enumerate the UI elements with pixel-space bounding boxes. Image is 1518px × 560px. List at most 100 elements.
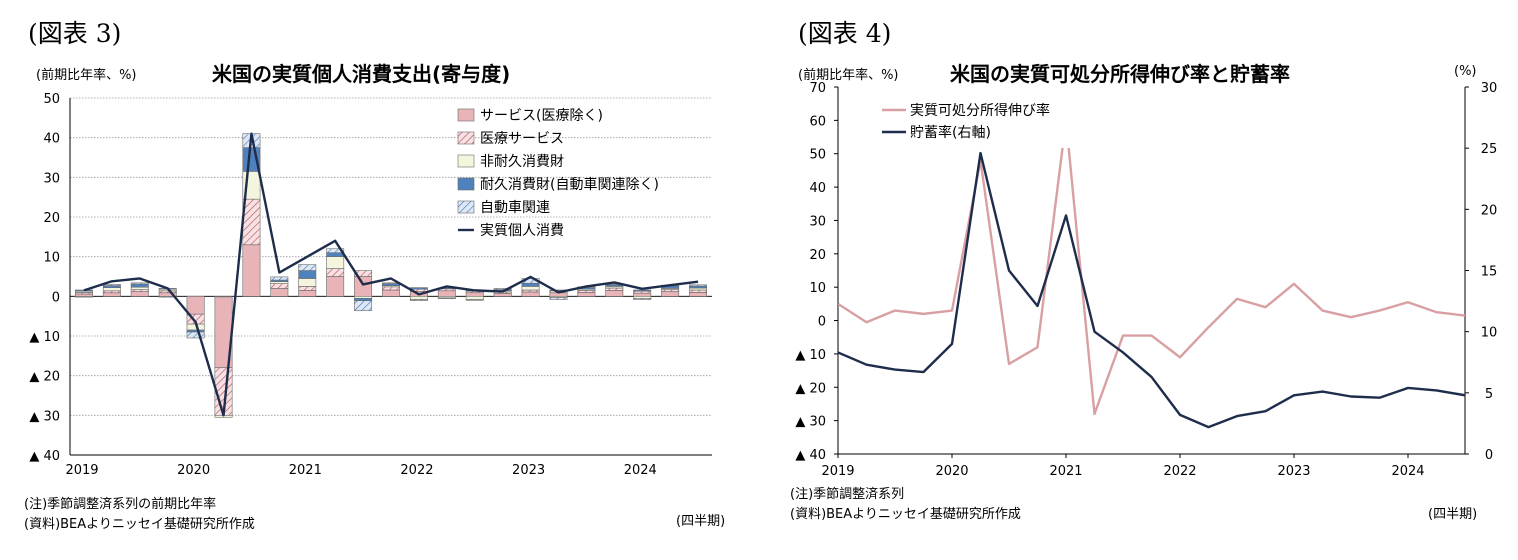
bar-segment [521,286,540,291]
source-note: (資料)BEAよりニッセイ基礎研究所作成 [790,507,1021,522]
bar-segment [242,244,261,297]
x-tick-label: 2019 [821,464,854,479]
footnote: (注)季節調整済系列の前期比年率 [24,497,217,512]
bar-segment [298,264,317,271]
bar-segment [298,286,317,291]
bar-segment [577,292,596,297]
legend-swatch [457,200,475,214]
y2-tick-label: 10 [1481,326,1498,341]
bar-segment [270,288,289,297]
bar-segment [75,296,93,298]
bar-segment [102,292,121,297]
y-tick-label: ▲ 20 [795,381,826,396]
bar-segment [465,296,484,300]
legend-label: 実質可処分所得伸び率 [910,102,1050,119]
y-tick-label: 0 [52,290,60,305]
x-tick-label: 2021 [289,463,322,478]
figure-label: (図表 4) [798,19,892,48]
bar-segment [382,286,400,291]
y-axis-unit-label: (前期比年率、%) [798,68,899,83]
y-tick-label: 30 [809,214,826,229]
bar-segment [326,256,345,269]
chart-title: 米国の実質可処分所得伸び率と貯蓄率 [950,62,1290,86]
bar-segment [437,297,456,300]
bar-segment [493,293,512,297]
y-tick-label: 10 [809,281,826,296]
x-tick-label: 2022 [1163,464,1196,479]
bar-segment [102,284,121,286]
bar-segment [298,270,317,279]
bar-segment [549,297,568,300]
bar-segment [633,292,652,297]
source-note: (資料)BEAよりニッセイ基礎研究所作成 [24,517,255,532]
bar-segment [354,270,373,277]
bar-segment [689,289,707,293]
bar-segment [130,282,149,285]
bar-segment [102,287,121,292]
footnote: (注)季節調整済系列 [790,487,905,502]
bar-segment [465,299,484,301]
bar-segment [326,268,345,277]
bar-segment [409,299,428,301]
y2-tick-label: 0 [1485,448,1493,463]
legend-swatch [457,154,475,168]
bar-segment [130,291,149,297]
y2-tick-label: 15 [1481,265,1498,280]
y-tick-label: 0 [818,315,826,330]
chart-panel-fig4: (図表 4) (前期比年率、%) 米国の実質可処分所得伸び率と貯蓄率 (%) 7… [760,0,1518,560]
y-tick-label: ▲ 10 [29,330,60,345]
y-tick-label: 40 [43,132,60,147]
bar-segment [409,287,428,290]
legend-label: 非耐久消費財 [480,154,564,170]
y2-tick-label: 20 [1481,203,1498,218]
bar-segment [661,291,680,297]
bar-segment [326,248,345,254]
bar-segment [521,282,540,287]
y-tick-label: 20 [809,248,826,263]
x-tick-label: 2022 [400,463,433,478]
x-tick-label: 2024 [624,463,657,478]
y2-tick-label: 30 [1481,81,1498,96]
legend-swatch [457,108,475,122]
y-tick-label: 40 [809,181,826,196]
y-tick-label: ▲ 30 [795,415,826,430]
legend-label: サービス(医療除く) [480,107,603,124]
bar-segment [326,252,345,257]
bar-segment [633,289,652,292]
y-tick-label: ▲ 20 [29,370,60,385]
x-tick-label: 2023 [1277,464,1310,479]
bar-segment [354,300,373,311]
bar-segment [298,278,317,287]
bar-segment [130,283,149,288]
bar-segment [605,290,624,297]
y-axis-unit-label: (前期比年率、%) [36,68,137,83]
y-tick-label: 30 [43,171,60,186]
y-tick-label: 10 [43,251,60,266]
chart-plot-fig3: 50 40 30 20 10 0 ▲ 10 ▲ 20 ▲ 30 ▲ 40 2019 2020 2021 2… [29,92,712,478]
bar-segment [298,290,317,297]
chart-title: 米国の実質個人消費支出(寄与度) [212,62,511,86]
bar-segment [493,288,512,290]
bar-segment [75,293,93,297]
y-tick-label: 50 [809,148,826,163]
bar-segment [689,292,707,297]
legend-label: 医療サービス [480,130,564,147]
bar-segment [382,289,400,297]
bar-segment [437,290,456,297]
y-tick-label: ▲ 40 [29,449,60,464]
y-tick-label: 20 [43,211,60,226]
series-line [838,119,1465,416]
bar-segment [689,284,707,287]
x-axis-unit-label: (四半期) [1428,507,1478,522]
x-tick-label: 2019 [65,463,98,478]
y2-tick-label: 25 [1481,142,1498,157]
legend-label: 実質個人消費 [480,223,564,239]
figure-label: (図表 3) [28,19,122,48]
bar-segment [326,276,345,297]
bar-segment [130,286,149,290]
legend-label: 自動車関連 [480,199,550,216]
bar-segment [354,276,373,297]
bar-segment [214,296,233,298]
bar-segment [605,287,624,291]
